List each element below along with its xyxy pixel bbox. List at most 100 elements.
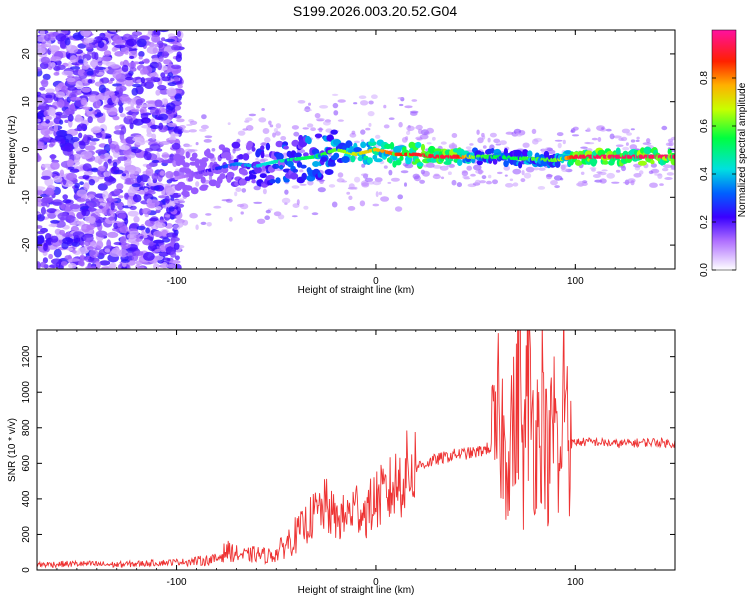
spectrogram-faint-blob [522, 142, 530, 148]
spectrogram-faint-blob [347, 206, 356, 211]
spectrogram-signal-blob [457, 159, 463, 166]
snr-y-ticks: 0 200 400 600 800 1000 1200 [21, 345, 675, 573]
spectrogram-faint-blob [262, 128, 270, 134]
spectrogram-faint-blob [629, 144, 638, 150]
spectrogram-faint-blob [348, 195, 353, 200]
spectrogram-faint-blob [481, 135, 486, 140]
spectrogram-faint-blob [316, 119, 325, 122]
spectrogram-faint-blob [353, 102, 358, 105]
spectrogram-faint-blob [397, 97, 404, 100]
spectrogram-noise-blob [105, 91, 116, 96]
spectrogram-faint-blob [432, 136, 436, 141]
spectrogram-faint-blob [203, 139, 212, 143]
spectrogram-noise-blob [160, 72, 166, 78]
spectrogram-noise-blob [62, 30, 69, 35]
spectrogram-noise-blob [78, 132, 83, 139]
snr-y-label: SNR (10 * v/v) [7, 418, 18, 482]
spectrogram-faint-blob [618, 137, 624, 141]
spectrogram-noise-blob [99, 260, 111, 266]
spectrogram-signal-blob [312, 161, 320, 167]
spectrogram-noise-blob [143, 151, 152, 161]
spectrogram-noise-blob [72, 249, 77, 254]
spectrogram-noise-blob [37, 44, 42, 49]
spectrogram-faint-blob [360, 139, 365, 142]
spectrogram-faint-blob [469, 143, 474, 146]
spectrogram-noise-blob [77, 69, 86, 76]
spectrogram-faint-blob [613, 135, 622, 139]
spectrogram-faint-blob [337, 172, 344, 178]
spectrogram-noise-blob [151, 133, 157, 140]
spectrogram-noise-blob [77, 221, 82, 226]
spectrogram-faint-blob [253, 185, 261, 191]
spectrogram-faint-blob [615, 144, 624, 147]
spectrogram-faint-blob [531, 128, 537, 134]
spectrogram-noise-blob [121, 64, 129, 72]
spectrogram-faint-blob [505, 183, 514, 188]
spectrogram-signal-blob [395, 159, 402, 166]
spectrogram-faint-blob [277, 214, 285, 220]
spectrogram-faint-blob [662, 164, 672, 169]
spectrogram-noise-blob [144, 219, 155, 227]
spectrogram-signal-blob [269, 179, 276, 184]
spectrogram-faint-blob [172, 224, 181, 231]
spectrogram-noise-blob [135, 264, 141, 269]
spectrogram-signal-blob [260, 145, 265, 151]
spectrogram-noise-blob [69, 204, 81, 210]
spectrogram-faint-blob [367, 111, 375, 117]
spectrogram-faint-blob [341, 180, 348, 183]
spectrogram-noise-blob [75, 80, 83, 90]
spectrogram-signal-blob [415, 141, 422, 149]
spectrogram-noise-blob [117, 201, 125, 211]
spectrogram-noise-blob [166, 139, 178, 143]
spectrogram-noise-blob [85, 266, 93, 269]
spectrogram-faint-blob [368, 100, 374, 105]
spectrogram-faint-blob [423, 164, 429, 168]
spectrogram-signal-blob [597, 149, 606, 157]
spectrogram-noise-blob [89, 138, 100, 142]
spectrogram-faint-blob [388, 169, 393, 176]
spectrogram-noise-blob [62, 110, 75, 116]
spectrogram-faint-blob [228, 216, 233, 222]
spectrogram-signal-blob [366, 157, 373, 164]
spectrogram-faint-blob [546, 174, 553, 178]
spectrogram-noise-blob [87, 79, 93, 84]
spectrogram-noise-blob [140, 117, 151, 124]
spectrogram-noise-blob [136, 175, 142, 184]
spectrogram-faint-blob [398, 121, 403, 128]
spectrogram-noise-blob [139, 191, 146, 195]
spectrogram-noise-blob [131, 113, 137, 118]
spectrogram-faint-blob [264, 215, 271, 220]
spectrogram-noise-blob [154, 99, 163, 108]
spectrogram-faint-blob [649, 182, 658, 188]
spectrogram-faint-blob [383, 104, 387, 109]
spectrogram-noise-blob [166, 102, 176, 111]
spectrogram-faint-blob [291, 125, 299, 130]
spectrogram-noise-blob [45, 119, 50, 124]
spectrogram-noise-blob [138, 51, 145, 58]
spectrogram-noise-blob [95, 99, 101, 108]
spectrogram-noise-blob [84, 239, 91, 247]
spectrogram-noise-blob [80, 97, 88, 106]
spectrogram-noise-blob [117, 156, 128, 162]
spectrogram-noise-blob [157, 84, 167, 91]
spectrogram-faint-blob [646, 138, 651, 144]
spectrogram-noise-blob [174, 264, 182, 269]
spectrogram-noise-blob [144, 187, 149, 192]
spectrogram-noise-blob [37, 186, 46, 191]
spectrogram-faint-blob [497, 171, 503, 175]
spectrogram-noise-blob [134, 139, 146, 146]
spectrogram-faint-blob [206, 222, 212, 227]
spectrogram-faint-blob [275, 131, 281, 136]
spectrogram-faint-blob [323, 120, 331, 126]
spectrogram-faint-blob [359, 200, 366, 207]
spectrogram-faint-blob [598, 171, 607, 176]
spectrogram-noise-blob [60, 138, 66, 145]
spectrogram-noise-blob [70, 97, 82, 101]
spectrogram-noise-blob [44, 33, 51, 42]
spectrogram-faint-blob [648, 170, 654, 175]
spectrogram-noise-blob [82, 174, 90, 180]
spectrogram-faint-blob [481, 175, 487, 180]
spectrogram-faint-blob [447, 171, 452, 175]
spectrogram-faint-blob [592, 174, 601, 178]
